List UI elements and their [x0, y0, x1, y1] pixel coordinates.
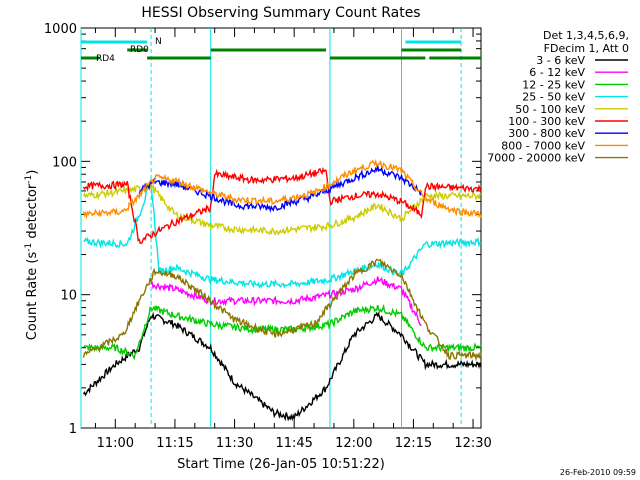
series-line — [82, 166, 482, 245]
series-line — [82, 311, 482, 422]
series-line — [83, 178, 482, 290]
chart-title: HESSI Observing Summary Count Rates — [141, 5, 420, 21]
footer-timestamp: 26-Feb-2010 09:59 — [560, 468, 636, 477]
plot-frame — [80, 27, 482, 429]
y-tick-label: 100 — [52, 155, 77, 170]
series-line — [82, 158, 482, 220]
x-tick-label: 12:15 — [395, 436, 432, 451]
flag-label: RD4 — [96, 54, 115, 64]
flag-label: RD0 — [130, 45, 149, 55]
x-tick-label: 11:45 — [275, 436, 312, 451]
y-tick-label: 1000 — [44, 22, 77, 37]
flag-label: N — [155, 37, 162, 47]
x-tick-label: 11:15 — [156, 436, 193, 451]
series-line — [138, 165, 423, 213]
legend-label: 25 - 50 keV — [522, 91, 585, 104]
legend-label: 800 - 7000 keV — [501, 139, 585, 152]
legend-label: 50 - 100 keV — [515, 103, 585, 116]
legend-label: 6 - 12 keV — [529, 66, 585, 79]
legend-label: 12 - 25 keV — [522, 78, 585, 91]
y-tick-label: 1 — [69, 422, 77, 437]
x-axis-label: Start Time (26-Jan-05 10:51:22) — [177, 457, 385, 472]
legend-header-line1: Det 1,3,4,5,6,9, — [543, 29, 629, 42]
y-axis-label: Count Rate (s-1 detector-1) — [24, 170, 40, 341]
legend-label: 7000 - 20000 keV — [487, 152, 585, 165]
y-axis-label-part1: Count Rate (s — [25, 252, 40, 341]
x-tick-label: 12:30 — [454, 436, 491, 451]
legend-label: 100 - 300 keV — [508, 115, 585, 128]
y-axis-label-sup2: -1 — [24, 175, 34, 184]
series-line — [150, 276, 422, 327]
series-line — [83, 303, 482, 361]
legend-label: 300 - 800 keV — [508, 127, 585, 140]
x-tick-label: 11:30 — [216, 436, 253, 451]
legend-header-line2: FDecim 1, Att 0 — [544, 42, 629, 55]
y-axis-label-part3: ) — [25, 170, 40, 175]
legend-label: 3 - 6 keV — [536, 54, 585, 67]
x-tick-label: 12:00 — [335, 436, 372, 451]
y-axis-label-part2: detector — [25, 183, 40, 243]
y-axis-label-sup1: -1 — [24, 243, 34, 252]
x-tick-label: 11:00 — [97, 436, 134, 451]
y-tick-label: 10 — [60, 289, 77, 304]
series-line — [82, 258, 482, 362]
